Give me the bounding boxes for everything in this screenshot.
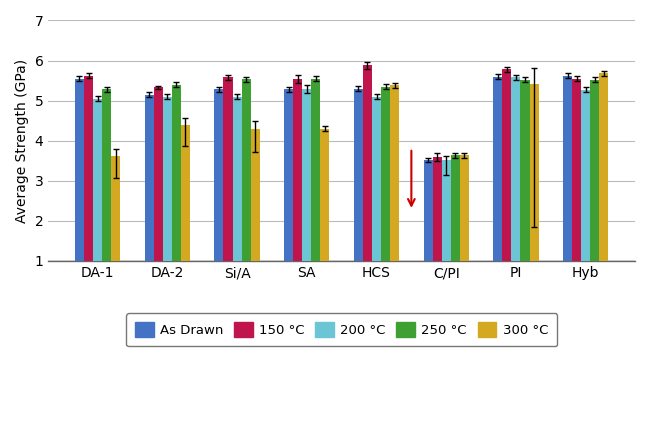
Bar	[154, 87, 162, 261]
Bar	[284, 89, 293, 261]
Bar	[181, 126, 190, 261]
Bar	[590, 80, 599, 261]
Bar	[599, 73, 608, 261]
Bar	[162, 97, 172, 261]
Legend: As Drawn, 150 °C, 200 °C, 250 °C, 300 °C: As Drawn, 150 °C, 200 °C, 250 °C, 300 °C	[126, 313, 557, 346]
Bar	[424, 160, 433, 261]
Bar	[242, 79, 251, 261]
Bar	[572, 78, 581, 261]
Bar	[311, 78, 320, 261]
Bar	[293, 78, 302, 261]
Bar	[102, 89, 111, 261]
Bar	[111, 156, 120, 261]
Bar	[381, 87, 390, 261]
Bar	[224, 77, 233, 261]
Bar	[502, 69, 512, 261]
Bar	[512, 77, 521, 261]
Bar	[363, 65, 372, 261]
Bar	[460, 156, 469, 261]
Bar	[390, 85, 399, 261]
Bar	[75, 78, 84, 261]
Bar	[372, 97, 381, 261]
Bar	[214, 89, 224, 261]
Bar	[93, 99, 102, 261]
Bar	[320, 129, 330, 261]
Bar	[251, 129, 260, 261]
Bar	[442, 160, 450, 261]
Bar	[450, 156, 460, 261]
Bar	[581, 90, 590, 261]
Y-axis label: Average Strength (GPa): Average Strength (GPa)	[15, 58, 29, 223]
Bar	[354, 89, 363, 261]
Bar	[145, 95, 154, 261]
Bar	[233, 97, 242, 261]
Bar	[84, 76, 93, 261]
Bar	[172, 85, 181, 261]
Bar	[302, 89, 311, 261]
Bar	[530, 84, 539, 261]
Bar	[521, 80, 530, 261]
Bar	[433, 157, 442, 261]
Bar	[493, 77, 502, 261]
Bar	[563, 76, 572, 261]
